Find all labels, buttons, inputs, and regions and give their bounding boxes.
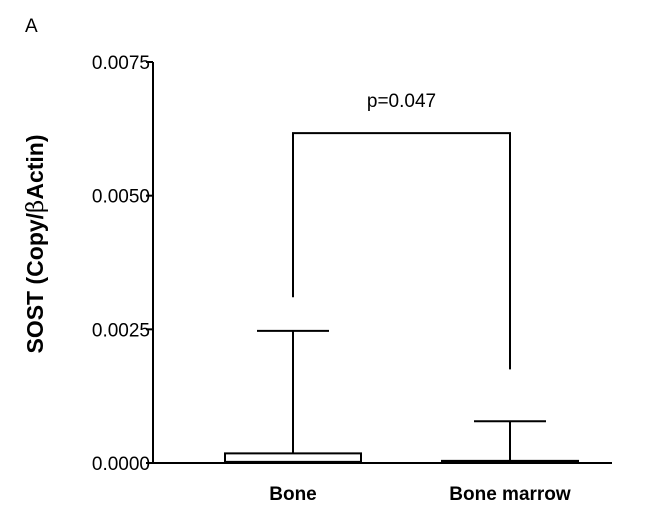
y-axis-label-suffix: Actin) [22,134,48,199]
y-tick-label: 0.0050 [92,187,150,208]
significance-bracket [292,132,511,370]
p-value-label: p=0.047 [367,91,436,112]
category-label: Bone marrow [449,484,571,505]
boxes-group [224,329,579,465]
y-tick-label: 0.0000 [92,454,150,475]
panel-letter: A [25,16,38,37]
y-axis-label: SOST (Copy/βActin) [22,134,49,353]
category-label: Bone [269,484,317,505]
y-axis-label-greek: β [23,200,49,213]
significance-group: p=0.047 [292,91,511,370]
y-axis-label-prefix: SOST (Copy/ [22,212,48,353]
y-ticks-group: 0.0000 0.0025 0.0050 0.0075 [92,53,153,475]
y-tick-label: 0.0075 [92,53,150,74]
y-tick-label: 0.0025 [92,320,150,341]
category-labels-group: Bone Bone marrow [269,484,571,505]
